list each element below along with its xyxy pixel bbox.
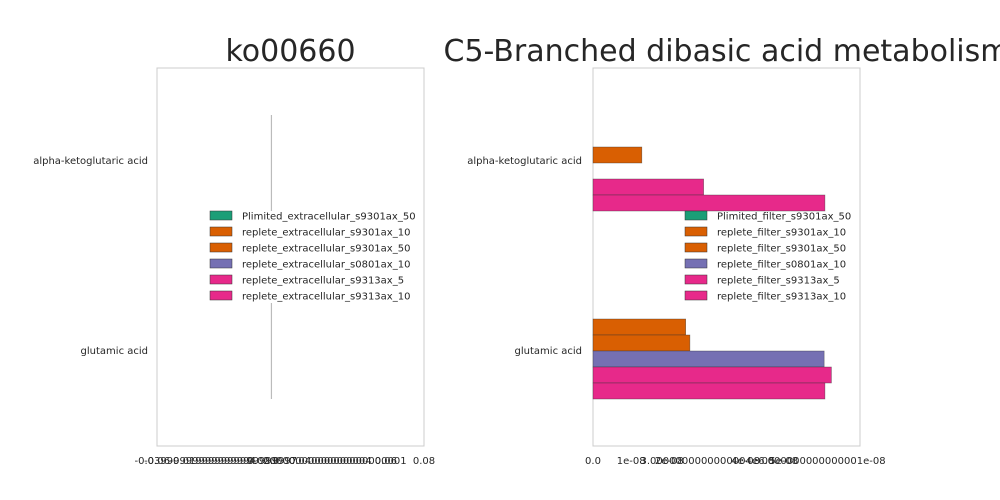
x-tick-label: 1e-08 (617, 456, 646, 467)
legend-swatch (209, 226, 233, 237)
legend-label: replete_filter_s9301ax_50 (717, 244, 846, 255)
bar (592, 382, 826, 400)
x-tick-label: 0.0 (263, 456, 279, 467)
plot-frame (156, 67, 425, 447)
legend-swatch (684, 210, 708, 221)
legend-swatch (209, 258, 233, 269)
x-tick-labels: -0.06-0.03999999999999994-0.019999999999… (134, 456, 435, 467)
x-tick-label: 0.020000000000000004 (248, 456, 372, 467)
category-label: alpha-ketoglutaric acid (33, 156, 148, 167)
legend-swatch (684, 242, 708, 253)
x-tick-label: -0.06 (144, 456, 170, 467)
bar (592, 350, 825, 368)
x-tick-label: -0.03999999999999994 (134, 456, 255, 467)
legend: Plimited_extracellular_s9301ax_50replete… (209, 210, 416, 303)
chart-c5-branched: C5-Branched dibasic acid metabolism alph… (444, 34, 1000, 467)
legend-label: replete_extracellular_s9313ax_10 (242, 292, 410, 303)
legend-swatch (209, 290, 233, 301)
x-tick-label: 0.04000000000000001 (289, 456, 407, 467)
chart-title: C5-Branched dibasic acid metabolism (444, 34, 1000, 69)
legend-label: replete_filter_s9301ax_10 (717, 228, 846, 239)
legend-swatch (684, 226, 708, 237)
bar (592, 146, 643, 164)
legend-label: replete_extracellular_s9301ax_10 (242, 228, 410, 239)
bars (592, 146, 832, 400)
legend-swatch (209, 210, 233, 221)
legend-swatch (209, 242, 233, 253)
legend-label: replete_filter_s9313ax_10 (717, 292, 846, 303)
chart-ko00660: ko00660 alpha-ketoglutaric acid glutamic… (33, 34, 435, 467)
legend-label: replete_extracellular_s9313ax_5 (242, 276, 404, 287)
legend-swatch (684, 258, 708, 269)
x-tick-label: 2e-08 (655, 456, 684, 467)
legend-label: Plimited_filter_s9301ax_50 (717, 212, 851, 223)
x-tick-label: 0.0 (585, 456, 601, 467)
bar (592, 334, 691, 352)
legend-swatch (684, 274, 708, 285)
legend-label: replete_extracellular_s0801ax_10 (242, 260, 410, 271)
category-label: glutamic acid (81, 346, 148, 357)
x-tick-label: 3.0000000000000004e-08 (641, 456, 775, 467)
bar (592, 194, 826, 212)
x-tick-label: 0.06 (375, 456, 397, 467)
legend-label: replete_filter_s9313ax_5 (717, 276, 840, 287)
bar (592, 318, 686, 336)
legend-swatch (209, 274, 233, 285)
legend-label: replete_extracellular_s9301ax_50 (242, 244, 410, 255)
legend-label: Plimited_extracellular_s9301ax_50 (242, 212, 416, 223)
x-tick-label: 5e-08 (769, 456, 798, 467)
bar (592, 178, 704, 196)
legend-label: replete_filter_s0801ax_10 (717, 260, 846, 271)
x-tick-label: 4e-08 (731, 456, 760, 467)
legend-swatch (684, 290, 708, 301)
category-label: glutamic acid (515, 346, 582, 357)
x-tick-labels: 0.0 1e-08 2e-083.0000000000000004e-084e-08… (585, 456, 886, 467)
category-label: alpha-ketoglutaric acid (467, 156, 582, 167)
x-tick-label: -0.019999999999999997 (169, 456, 297, 467)
bar (592, 366, 832, 384)
chart-title: ko00660 (225, 34, 355, 69)
legend: Plimited_filter_s9301ax_50 replete_filter… (684, 210, 851, 303)
x-tick-label: 6.000000000000001e-08 (758, 456, 885, 467)
x-tick-label: 0.08 (413, 456, 435, 467)
